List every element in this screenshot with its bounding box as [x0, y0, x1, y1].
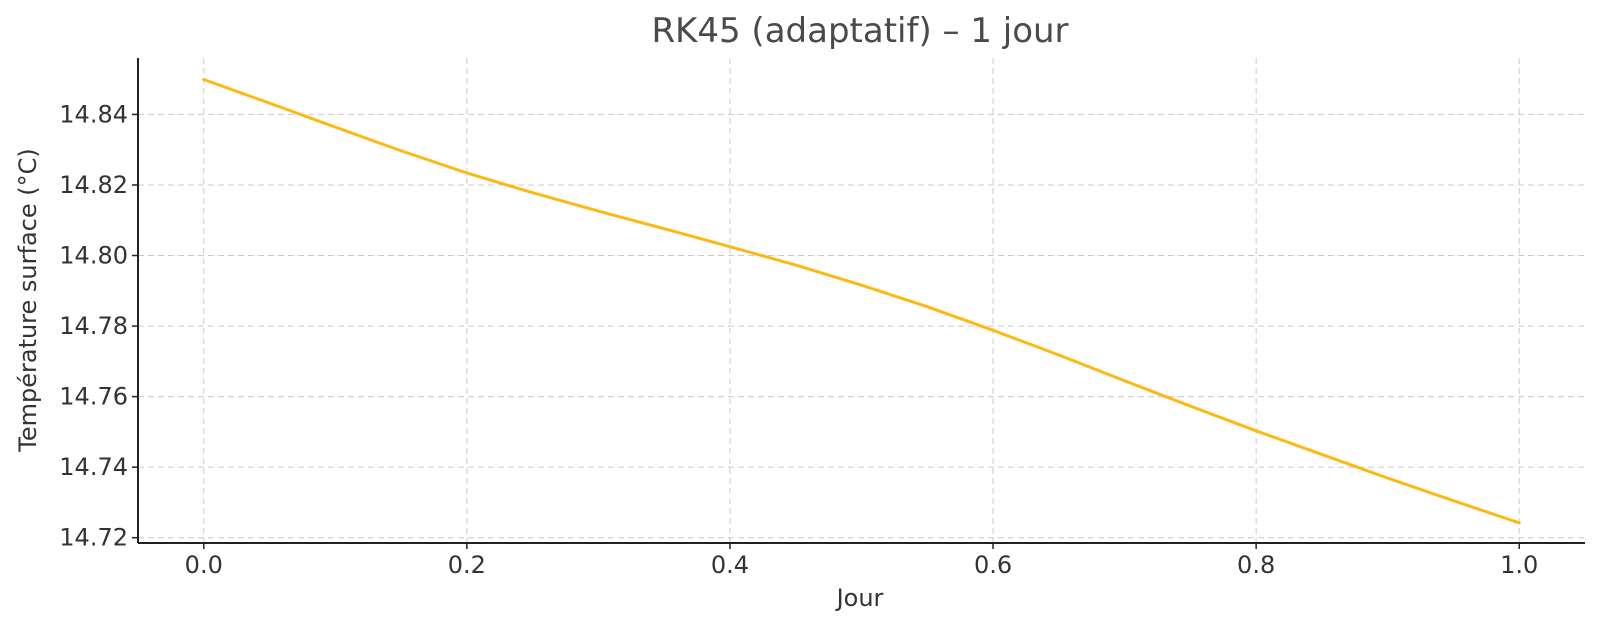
temperature-series-line [202, 78, 1521, 525]
x-tick-label: 0.2 [448, 551, 486, 579]
y-tick-label: 14.74 [59, 453, 128, 481]
y-axis-label: Température surface (°C) [14, 148, 42, 452]
x-tick-label: 0.0 [185, 551, 223, 579]
y-tick-label: 14.84 [59, 100, 128, 128]
y-tick-label: 14.76 [59, 383, 128, 411]
y-tick-label: 14.72 [59, 524, 128, 552]
chart-title: RK45 (adaptatif) – 1 jour [651, 11, 1068, 51]
grid [138, 58, 1585, 543]
x-tick-label: 1.0 [1500, 551, 1538, 579]
y-tick-label: 14.80 [59, 242, 128, 270]
x-tick-label: 0.6 [974, 551, 1012, 579]
x-axis-label: Jour [835, 584, 884, 612]
axes [132, 58, 1585, 549]
y-tick-label: 14.82 [59, 171, 128, 199]
x-tick-label: 0.4 [711, 551, 749, 579]
series-lines [202, 78, 1521, 525]
tick-labels: 0.0 0.2 0.4 0.6 0.8 1.0 14.72 14.74 14.76 14.78 14… [59, 100, 1538, 579]
x-tick-label: 0.8 [1237, 551, 1275, 579]
y-tick-label: 14.78 [59, 312, 128, 340]
